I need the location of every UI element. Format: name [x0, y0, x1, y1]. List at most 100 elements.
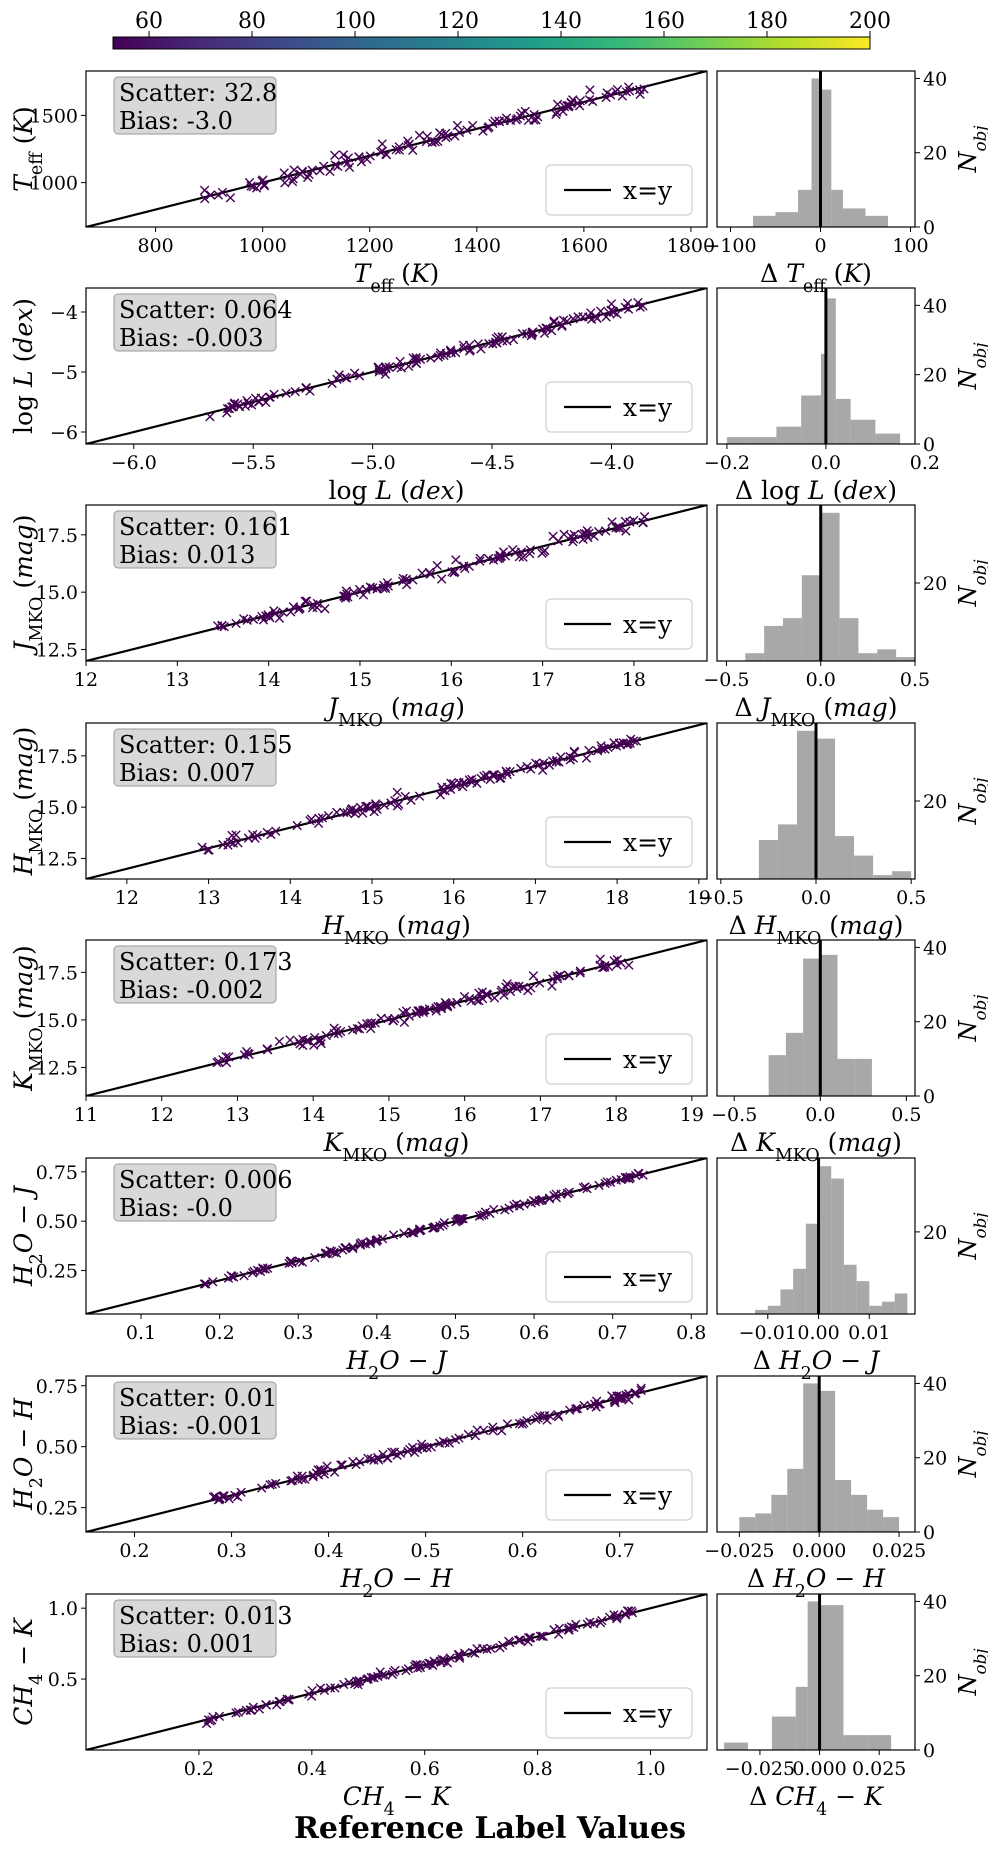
scatter-point	[425, 569, 436, 579]
scatter-xtick-label: 0.7	[598, 1322, 628, 1344]
scatter-point	[575, 966, 586, 976]
scatter-point	[305, 816, 315, 826]
scatter-xtick-label: 800	[137, 235, 173, 257]
panel-row-jmko: 12 13 14 15 16 17 18 12.5 15.0 17.5 Scatter: 0.161…	[9, 504, 988, 731]
scatter-point	[380, 583, 391, 594]
scatter-point	[489, 1204, 499, 1215]
scatter-xlabel: log L (dex)	[329, 476, 465, 505]
scatter-point	[332, 807, 342, 817]
scatter-point	[354, 371, 365, 381]
scatter-plot-area	[86, 1158, 707, 1314]
hist-bar	[819, 1605, 844, 1750]
scatter-point	[460, 563, 470, 574]
histogram-logl: −0.2 0.0 0.20 20 40 Δ log L (dex) Nobj	[704, 287, 988, 505]
scatter-point	[269, 389, 279, 400]
scatter-point	[633, 1168, 643, 1179]
hist-bar	[854, 1058, 872, 1096]
hist-bar	[787, 1468, 804, 1532]
scatter-point	[201, 1279, 211, 1289]
scatter-plot-area	[86, 1594, 707, 1750]
scatter-point	[305, 386, 315, 396]
scatter-point	[369, 1455, 379, 1465]
scatter-point	[232, 1492, 243, 1502]
hist-ytick-label: 40	[923, 1591, 947, 1613]
scatter-point	[315, 1036, 325, 1046]
hist-ytick-label: 0	[923, 1740, 935, 1762]
scatter-point	[279, 168, 289, 178]
hist-bar	[856, 1281, 870, 1314]
scatter-point	[558, 315, 569, 325]
scatter-point	[488, 1422, 498, 1432]
histogram-h2oj: −0.01 0.00 0.01 20 Δ H2O − J Nobj	[716, 1157, 988, 1384]
scatter-xtick-label: 0.5	[440, 1322, 470, 1344]
scatter-point	[319, 1469, 330, 1479]
scatter-point	[288, 174, 298, 184]
scatter-point	[199, 1279, 210, 1289]
scatter-point	[623, 304, 634, 314]
scatter-point	[531, 115, 541, 125]
scatter-ytick-label: 1.0	[48, 1598, 78, 1620]
hist-xtick-label: 0.025	[852, 1758, 906, 1780]
scatter-point	[463, 1429, 474, 1440]
scatter-point	[331, 1248, 342, 1258]
panel-row-h2oh: 0.2 0.3 0.4 0.5 0.6 0.7 0.25 0.50 0.75 Scatter: 0…	[9, 1373, 988, 1602]
scatter-point	[546, 325, 557, 336]
scatter-point	[392, 362, 403, 372]
scatter-point	[388, 1667, 399, 1677]
scatter-point	[472, 1425, 482, 1435]
scatter-xtick-label: 0.8	[676, 1322, 706, 1344]
scatter-point	[488, 1426, 498, 1436]
scatter-point	[218, 839, 228, 850]
histogram-hmko: −0.5 0.0 0.5 20 Δ HMKO (mag) Nobj	[698, 722, 988, 949]
scatter-point	[470, 1648, 480, 1659]
scatter-point	[535, 1631, 546, 1641]
hist-bar	[858, 653, 878, 661]
scatter-point	[332, 1025, 342, 1036]
hist-bar	[771, 1716, 796, 1750]
scatter-point	[594, 1180, 604, 1191]
scatter-point	[224, 404, 235, 414]
scatter-point	[333, 1028, 343, 1038]
scatter-point	[585, 85, 595, 95]
scatter-point	[304, 169, 314, 180]
hist-ylabel: Nobj	[954, 777, 988, 825]
legend-label: x=y	[623, 1045, 673, 1074]
scatter-point	[477, 993, 488, 1004]
hist-xtick-label: −0.5	[711, 1104, 757, 1126]
hist-ytick-label: 40	[923, 1373, 947, 1395]
scatter-point	[337, 1460, 347, 1470]
scatter-point	[424, 1004, 435, 1014]
scatter-point	[384, 362, 394, 372]
scatter-point	[621, 1390, 631, 1400]
scatter-xtick-label: 12	[74, 669, 98, 691]
scatter-point	[462, 125, 472, 135]
scatter-point	[563, 1188, 573, 1199]
scatter-point	[380, 581, 390, 592]
scatter-point	[372, 583, 383, 594]
scatter-point	[380, 361, 391, 372]
scatter-point	[401, 1006, 412, 1016]
scatter-xtick-label: 0.6	[519, 1322, 549, 1344]
colorbar-tick-label: 160	[643, 9, 685, 34]
scatter-xtick-label: 11	[74, 1104, 98, 1126]
scatter-point	[508, 334, 519, 345]
hist-bar	[755, 1309, 768, 1314]
scatter-xtick-label: 14	[278, 887, 302, 909]
scatter-point	[338, 1245, 348, 1255]
scatter-point	[228, 838, 238, 848]
scatter-point	[445, 345, 456, 355]
legend-frame	[545, 164, 693, 216]
scatter-point	[429, 1222, 440, 1233]
scatter-point	[441, 998, 452, 1009]
scatter-point	[624, 1395, 634, 1405]
scatter-xtick-label: 0.2	[119, 1540, 149, 1562]
legend: x=y	[545, 1251, 693, 1303]
hist-xlabel: Δ H2O − H	[747, 1564, 886, 1602]
legend: x=y	[545, 1033, 693, 1085]
scatter-point	[355, 1456, 365, 1467]
stats-bias: Bias: -0.0	[119, 1194, 233, 1222]
scatter-axes-frame	[85, 722, 708, 880]
